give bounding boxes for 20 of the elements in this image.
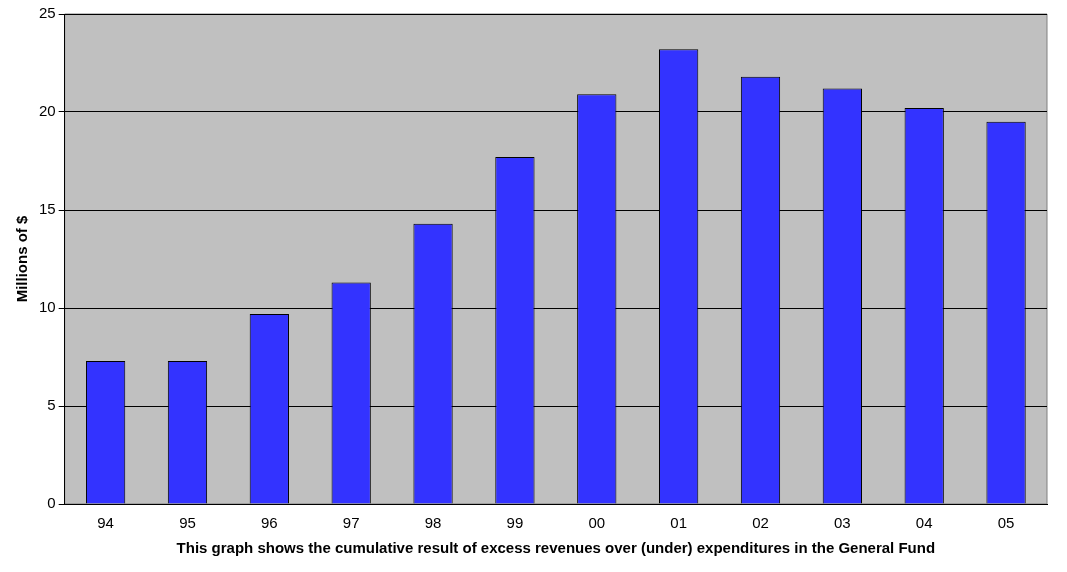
y-tick-label: 10: [39, 298, 56, 316]
x-tick-label: 96: [260, 514, 278, 532]
y-tick-label: 20: [39, 102, 56, 120]
x-tick-label: 04: [915, 514, 933, 532]
y-axis-title: Millions of $: [13, 215, 31, 303]
y-tick-label: 0: [47, 494, 56, 512]
x-tick-label: 02: [752, 514, 769, 532]
x-tick-label: 05: [997, 514, 1015, 532]
x-tick-label: 97: [342, 514, 360, 532]
x-tick-label: 00: [588, 514, 606, 532]
x-tick-label: 99: [506, 514, 524, 532]
y-tick-label: 15: [39, 200, 56, 218]
x-tick-label: 94: [97, 514, 114, 532]
x-tick-label: 95: [179, 514, 196, 532]
x-axis-title: This graph shows the cumulative result of excess revenues over (under) expenditures in the General Fund: [176, 539, 936, 557]
x-tick-label: 03: [834, 514, 851, 532]
x-tick-label: 98: [424, 514, 442, 532]
y-tick-label: 25: [39, 4, 56, 22]
x-tick-label: 01: [670, 514, 687, 532]
y-tick-label: 5: [47, 396, 56, 414]
